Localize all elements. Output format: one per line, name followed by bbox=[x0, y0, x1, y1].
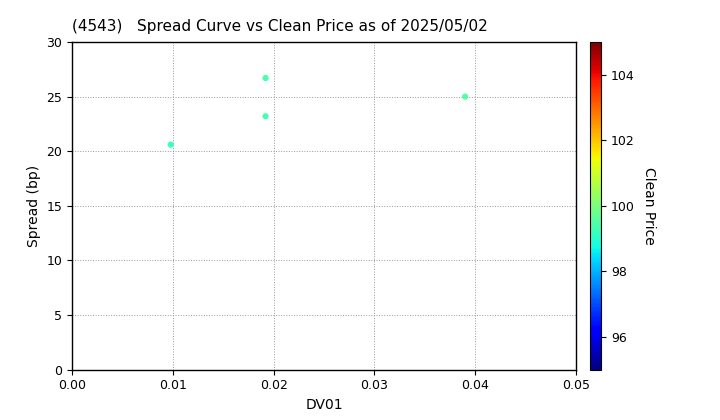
Point bbox=[260, 113, 271, 120]
Point bbox=[260, 75, 271, 81]
Point bbox=[165, 141, 176, 148]
Point bbox=[459, 93, 471, 100]
X-axis label: DV01: DV01 bbox=[305, 398, 343, 412]
Text: (4543)   Spread Curve vs Clean Price as of 2025/05/02: (4543) Spread Curve vs Clean Price as of… bbox=[72, 19, 487, 34]
Y-axis label: Clean Price: Clean Price bbox=[642, 167, 656, 245]
Y-axis label: Spread (bp): Spread (bp) bbox=[27, 165, 41, 247]
